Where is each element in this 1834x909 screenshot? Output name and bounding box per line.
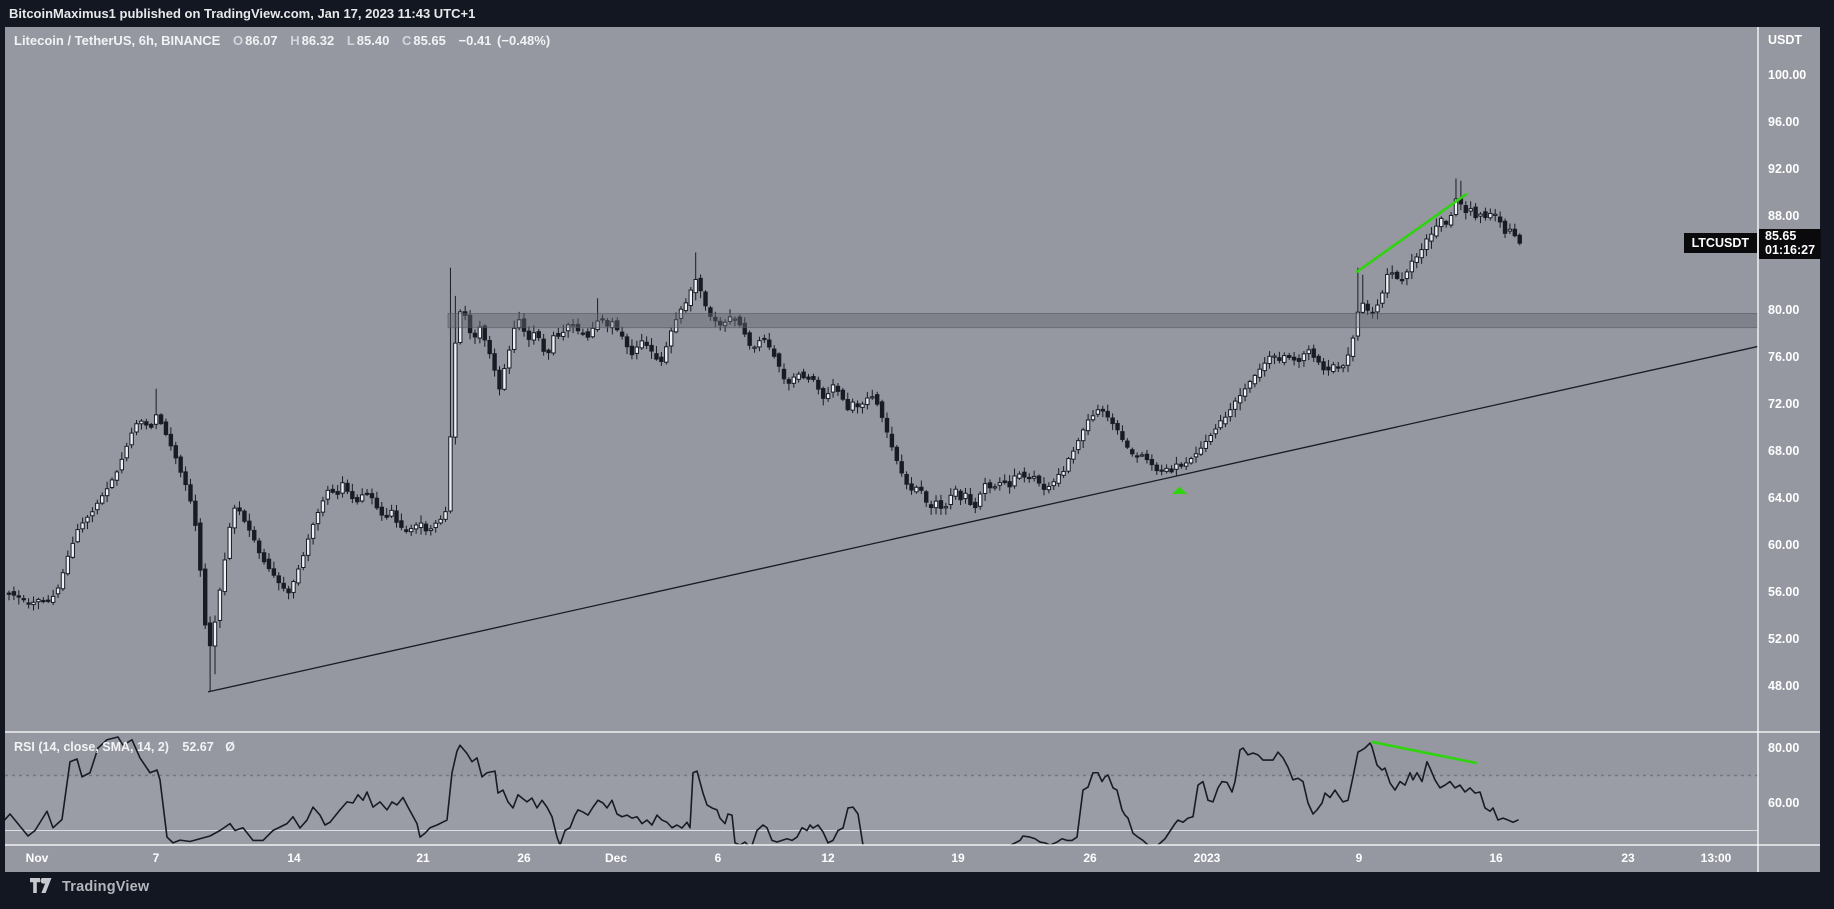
high-label: H (290, 33, 300, 48)
price-axis-label: 92.00 (1768, 162, 1800, 176)
price-axis-label: 100.00 (1768, 68, 1807, 82)
rsi-source-symbol: Ø (225, 740, 235, 754)
last-price-badge: 85.65 01:16:27 (1759, 229, 1822, 259)
rsi-axis-label: 60.00 (1768, 796, 1800, 810)
rsi-legend: RSI (14, close, SMA, 14, 2) 52.67 Ø (14, 740, 235, 754)
time-axis-label: 12 (821, 851, 835, 865)
rsi-params: (14, close, SMA, 14, 2) (38, 740, 169, 754)
price-axis-label: 96.00 (1768, 115, 1800, 129)
close-label: C (401, 33, 412, 48)
tradingview-attribution[interactable]: TradingView (30, 878, 149, 895)
price-axis-label: 80.00 (1768, 303, 1800, 317)
time-axis-label: 26 (1083, 851, 1097, 865)
price-axis-label: 88.00 (1768, 209, 1800, 223)
price-axis-label: 76.00 (1768, 350, 1800, 364)
time-axis-label: 26 (517, 851, 531, 865)
time-axis-label: 16 (1489, 851, 1503, 865)
low-label: L (346, 33, 355, 48)
time-axis-label: Dec (604, 851, 627, 865)
rsi-axis[interactable]: 80.00 60.00 (0, 732, 1834, 845)
last-price-value: 85.65 (1765, 229, 1797, 243)
time-axis-label: 6 (714, 851, 722, 865)
price-axis-label: 56.00 (1768, 585, 1800, 599)
tradingview-brand-text: TradingView (62, 878, 150, 895)
price-axis-label: 48.00 (1768, 679, 1800, 693)
change-percent: (−0.48%) (497, 33, 551, 48)
tradingview-logo-icon (30, 878, 52, 893)
symbol-legend: Litecoin / TetherUS, 6h, BINANCE O 86.07 … (14, 33, 552, 48)
time-axis-label: 13:00 (1700, 851, 1732, 865)
price-axis-label: 60.00 (1768, 538, 1800, 552)
open-label: O (232, 33, 244, 48)
time-axis-label: 19 (951, 851, 965, 865)
time-axis-label: 7 (152, 851, 160, 865)
time-axis-label: 21 (416, 851, 430, 865)
price-axis-label: 64.00 (1768, 491, 1800, 505)
close-value: 85.65 (413, 33, 446, 48)
high-value: 86.32 (301, 33, 335, 48)
low-value: 85.40 (356, 33, 390, 48)
time-axis-label: 2023 (1193, 851, 1221, 865)
time-axis[interactable]: Nov 7 14 21 26 Dec 6 12 19 26 2023 9 16 23 13:00 (0, 845, 1834, 872)
price-axis-label: 68.00 (1768, 444, 1800, 458)
time-axis-label: Nov (25, 851, 49, 865)
price-axis-label: 72.00 (1768, 397, 1800, 411)
rsi-value: 52.67 (182, 740, 214, 754)
rsi-name: RSI (14, 740, 35, 754)
price-axis-unit: USDT (1768, 33, 1803, 47)
change-value: −0.41 (458, 33, 492, 48)
time-axis-label: 23 (1621, 851, 1635, 865)
bar-close-countdown: 01:16:27 (1765, 242, 1816, 257)
open-value: 86.07 (245, 33, 278, 48)
last-price-symbol-badge: LTCUSDT (1683, 233, 1757, 253)
time-axis-label: 9 (1355, 851, 1363, 865)
title-bar: BitcoinMaximus1 published on TradingView… (0, 0, 1834, 27)
price-axis-label: 52.00 (1768, 632, 1800, 646)
publication-title: BitcoinMaximus1 published on TradingView… (9, 6, 476, 21)
symbol-description: Litecoin / TetherUS, 6h, BINANCE (14, 33, 221, 48)
time-axis-label: 14 (287, 851, 301, 865)
rsi-axis-label: 80.00 (1768, 741, 1800, 755)
price-axis[interactable]: 100.00 96.00 92.00 88.00 80.00 76.00 72.00 68.0… (0, 27, 1834, 732)
